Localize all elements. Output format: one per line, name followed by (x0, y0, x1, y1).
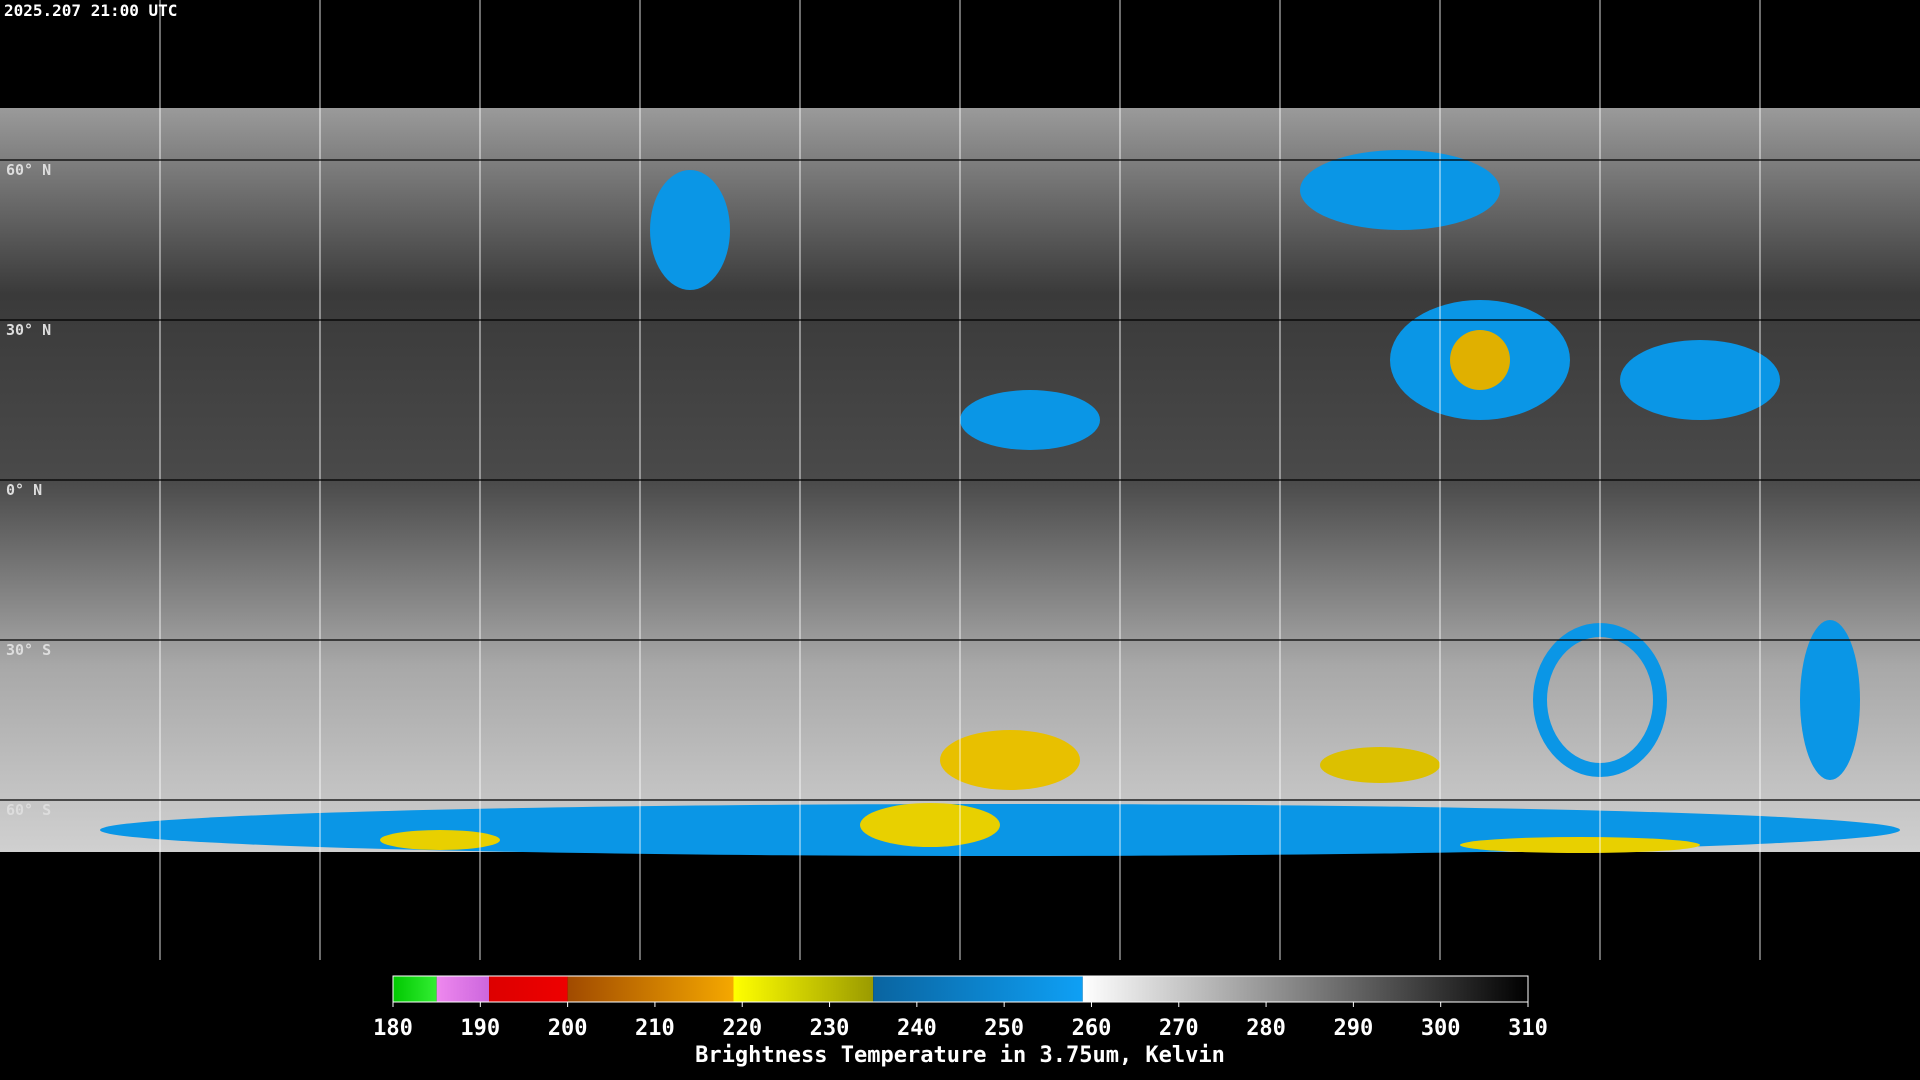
colorbar-segment (489, 976, 568, 1002)
colorbar-tick-label: 210 (635, 1016, 675, 1041)
cloud-cell (380, 830, 500, 850)
cloud-cell (1800, 620, 1860, 780)
colorbar-tick-label: 230 (810, 1016, 850, 1041)
colorbar-tick-label: 300 (1421, 1016, 1461, 1041)
latitude-label: 60° S (6, 801, 51, 819)
colorbar-tick-label: 290 (1334, 1016, 1374, 1041)
colorbar-segment (567, 976, 734, 1002)
latitude-label: 30° S (6, 641, 51, 659)
cloud-cell (860, 803, 1000, 847)
cloud-cell (940, 730, 1080, 790)
cloud-cell (650, 170, 730, 290)
cloud-cell (1450, 330, 1510, 390)
timestamp: 2025.207 21:00 UTC (4, 1, 177, 20)
colorbar-tick-label: 260 (1072, 1016, 1112, 1041)
colorbar-segment (1082, 976, 1528, 1002)
colorbar-segment (873, 976, 1083, 1002)
colorbar-label: Brightness Temperature in 3.75um, Kelvin (695, 1043, 1225, 1068)
cloud-cell (1300, 150, 1500, 230)
colorbar-tick-label: 240 (897, 1016, 937, 1041)
colorbar-tick-label: 310 (1508, 1016, 1548, 1041)
colorbar-tick-label: 280 (1246, 1016, 1286, 1041)
colorbar-tick-label: 220 (722, 1016, 762, 1041)
graticule: 60° N 30° N 0° N 30° S 60° S (6, 0, 1761, 960)
colorbar-tick-label: 180 (373, 1016, 413, 1041)
colorbar-tick-label: 250 (984, 1016, 1024, 1041)
latitude-label: 60° N (6, 161, 51, 179)
colorbar-segment (733, 976, 874, 1002)
colorbar-tick-label: 270 (1159, 1016, 1199, 1041)
cloud-cell (1320, 747, 1440, 783)
cloud-band (100, 804, 1900, 856)
colorbar-tick-label: 200 (548, 1016, 588, 1041)
colorbar-segment (436, 976, 490, 1002)
cloud-cell (1620, 340, 1780, 420)
latitude-label: 0° N (6, 481, 42, 499)
colorbar-tick-label: 190 (460, 1016, 500, 1041)
cloud-cell (1460, 837, 1700, 853)
latitude-label: 30° N (6, 321, 51, 339)
cloud-cell (960, 390, 1100, 450)
colorbar-frame (392, 975, 1529, 1003)
colorbar: 180 190 200 210 220 230 240 250 260 270 280 290 300 3… (373, 975, 1548, 1041)
colorbar-segment (393, 976, 437, 1002)
